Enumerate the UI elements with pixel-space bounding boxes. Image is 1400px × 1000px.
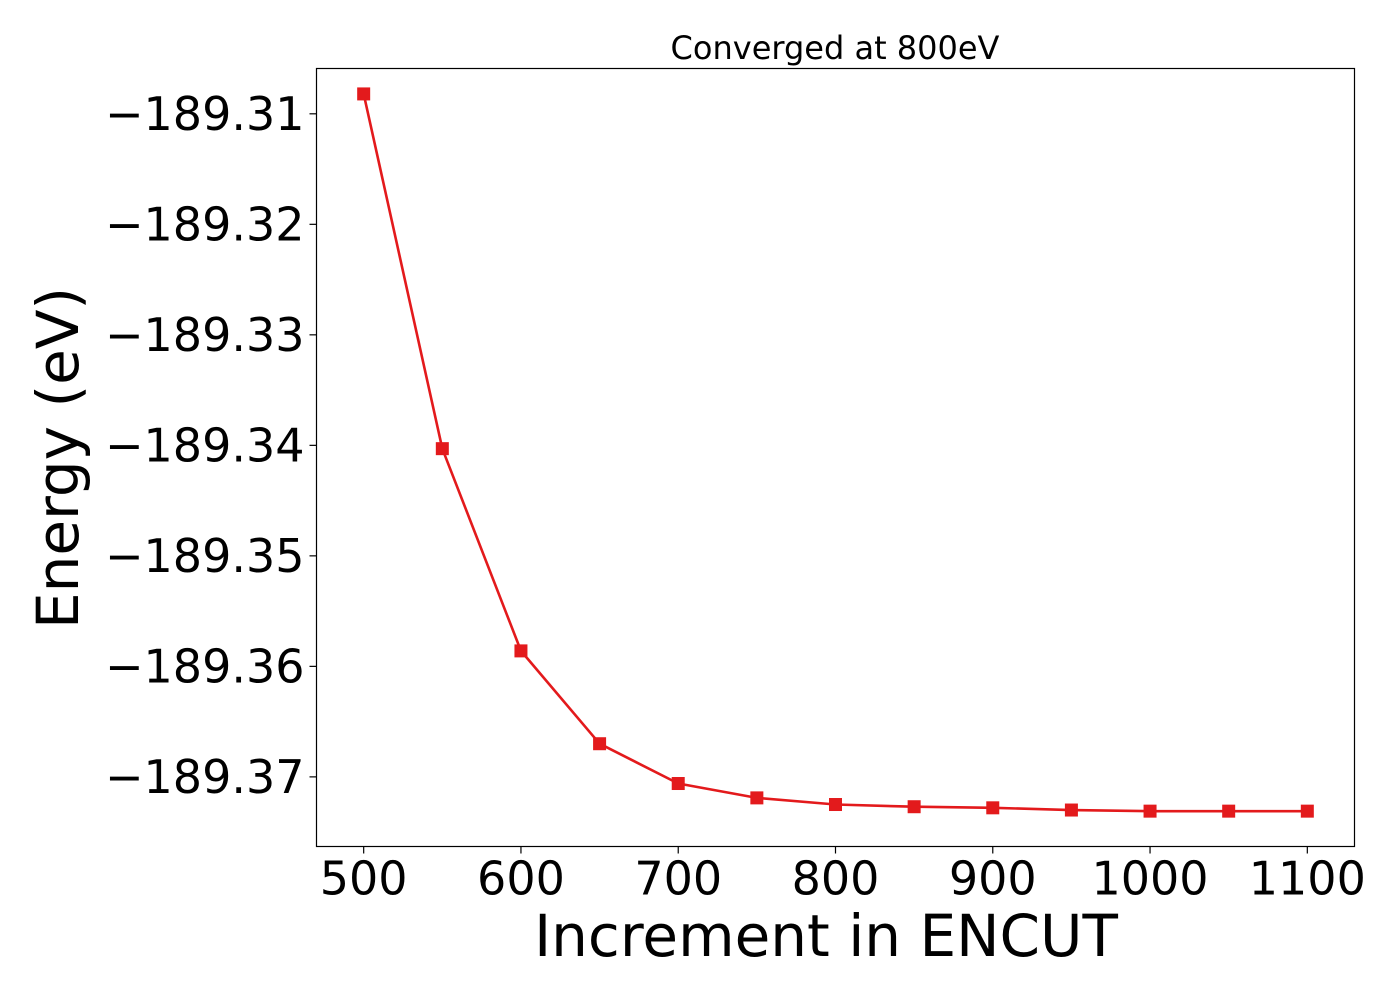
data-point-marker: [750, 791, 764, 805]
data-point-marker: [1064, 803, 1078, 817]
y-axis-label: Energy (eV): [24, 287, 92, 629]
data-point-marker: [671, 777, 685, 791]
chart-marks: [357, 87, 1314, 818]
y-tick-label: −189.37: [105, 750, 305, 804]
x-tick-label: 1100: [1249, 852, 1366, 906]
data-point-marker: [1222, 804, 1236, 818]
y-tick-label: −189.33: [105, 308, 305, 362]
data-point-marker: [593, 737, 607, 751]
y-tick-label: −189.32: [105, 197, 305, 251]
data-point-marker: [829, 798, 842, 812]
y-tick-label: −189.31: [105, 87, 305, 141]
data-point-marker: [907, 800, 921, 814]
x-tick-label: 500: [320, 852, 408, 906]
data-point-marker: [1300, 804, 1314, 818]
data-point-marker: [986, 801, 1000, 815]
x-tick-label: 600: [477, 852, 565, 906]
x-tick-label: 1000: [1092, 852, 1209, 906]
x-tick-label: 700: [634, 852, 722, 906]
series-line: [362, 93, 1308, 813]
y-tick-label: −189.36: [105, 639, 305, 693]
data-point-marker: [435, 442, 449, 456]
y-tick-label: −189.35: [105, 529, 305, 583]
data-point-marker: [357, 87, 371, 101]
plot-area-frame: [315, 67, 1356, 848]
data-point-marker: [1143, 804, 1157, 818]
data-point-marker: [514, 644, 528, 658]
chart-title: Converged at 800eV: [671, 29, 1000, 67]
y-tick-label: −189.34: [105, 418, 305, 472]
y-axis-ticks: −189.31 −189.32 −189.33 −189.34 −189.35 −189.…: [105, 87, 317, 804]
x-tick-label: 900: [949, 852, 1037, 906]
x-axis-ticks: 500 600 700 800 900 1000 1100: [320, 846, 1366, 906]
x-axis-label: Increment in ENCUT: [534, 902, 1118, 970]
x-tick-label: 800: [792, 852, 880, 906]
